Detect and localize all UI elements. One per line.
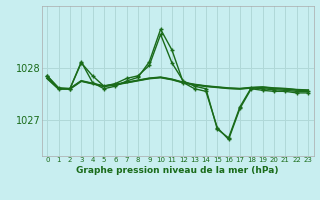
X-axis label: Graphe pression niveau de la mer (hPa): Graphe pression niveau de la mer (hPa) [76, 166, 279, 175]
